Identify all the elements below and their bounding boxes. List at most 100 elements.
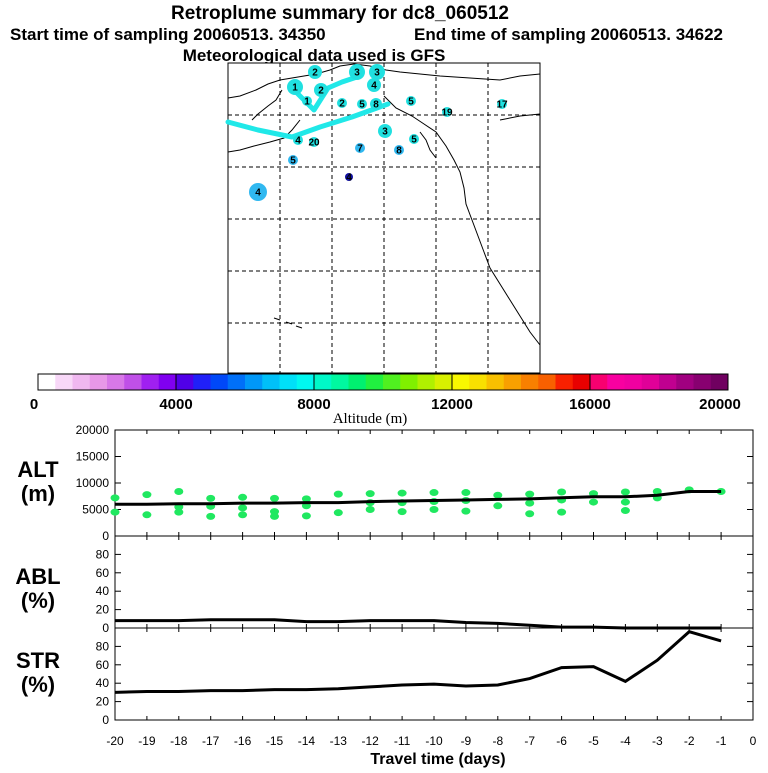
alt-point [620, 488, 630, 496]
alt-point [110, 508, 120, 516]
x-tick-label: -20 [106, 734, 124, 748]
map-marker-label: 4 [371, 81, 377, 92]
y-tick-label: 20 [96, 603, 110, 617]
y-tick-label: 80 [96, 639, 110, 653]
x-tick-label: 0 [750, 734, 757, 748]
colorbar-cell [572, 374, 591, 390]
alt-point [397, 489, 407, 497]
colorbar-cell [607, 374, 625, 390]
x-tick-label: -14 [298, 734, 316, 748]
colorbar-cell [469, 374, 487, 390]
x-tick-label: -13 [330, 734, 348, 748]
y-tick-label: 0 [102, 713, 109, 727]
alt-point [110, 494, 120, 502]
colorbar-cell [417, 374, 436, 390]
map-marker [302, 96, 312, 106]
map-marker [337, 98, 347, 108]
alt-point [525, 490, 535, 498]
colorbar-cell [555, 374, 574, 390]
x-tick-label: -2 [684, 734, 695, 748]
map-marker-label: 5 [408, 97, 414, 108]
x-tick-label: -15 [266, 734, 284, 748]
colorbar-cell [245, 374, 263, 390]
alt-point [142, 491, 152, 499]
colorbar-cell [710, 374, 729, 390]
colorbar-cell [107, 374, 125, 390]
alt-point [557, 488, 567, 496]
alt-point [142, 511, 152, 519]
x-tick-label: -11 [394, 734, 411, 748]
alt-point [525, 499, 535, 507]
map-marker [394, 145, 404, 155]
plume-trajectory [225, 73, 391, 140]
colorbar-cell [659, 374, 677, 390]
map-gridlines [228, 63, 540, 373]
colorbar-cell [72, 374, 91, 390]
colorbar-frame [37, 373, 729, 391]
map-marker [367, 78, 381, 92]
x-tick-label: -19 [138, 734, 156, 748]
map-marker [288, 155, 298, 165]
map-marker-label: 3 [382, 127, 388, 138]
map-marker [369, 64, 385, 80]
met-data-label: Meteorological data used is GFS [183, 46, 446, 65]
map-marker [406, 96, 416, 106]
y-tick-label: 10000 [76, 476, 110, 490]
map-marker [349, 64, 365, 80]
colorbar-tick-4: 16000 [569, 396, 611, 413]
map-marker-label: 2 [339, 99, 345, 110]
map-marker [355, 143, 365, 153]
colorbar-cell [89, 374, 108, 390]
x-tick-label: -8 [492, 734, 503, 748]
map-marker-label: 1 [292, 83, 298, 94]
colorbar-tick-0: 0 [30, 396, 38, 413]
map-marker [357, 99, 367, 109]
map-marker [293, 135, 303, 145]
colorbar-cell [365, 374, 384, 390]
alt-point [461, 489, 471, 497]
alt-point [238, 493, 248, 501]
y-tick-label: 40 [96, 676, 110, 690]
chart-title: Retroplume summary for dc8_060512 [171, 3, 509, 24]
alt-point [270, 494, 279, 502]
panels-frame [114, 429, 754, 721]
x-tick-label: -9 [461, 734, 472, 748]
alt-point [206, 494, 216, 502]
colorbar-tick-1: 4000 [159, 396, 192, 413]
colorbar-cell [55, 374, 73, 390]
colorbar-cell [521, 374, 539, 390]
x-tick-label: -16 [234, 734, 252, 748]
alt-point [365, 506, 375, 513]
map-marker [497, 99, 507, 109]
colorbar-cell [452, 374, 470, 390]
alt-point [525, 510, 535, 518]
map-marker-label: 5 [411, 135, 417, 146]
y-tick-label: 80 [96, 547, 110, 561]
x-tick-label: -5 [588, 734, 599, 748]
alt-point [206, 512, 216, 520]
map-marker-label: 17 [496, 100, 508, 111]
alt-panel-label-2: (m) [21, 481, 55, 506]
colorbar-cell [124, 374, 142, 390]
colorbar-cell [503, 374, 522, 390]
map-marker [287, 79, 303, 95]
map-marker-label: 1 [304, 97, 310, 108]
alt-point [493, 502, 503, 510]
str-panel-label-1: STR [16, 648, 60, 673]
colorbar-cells [38, 374, 729, 390]
map-marker [378, 124, 392, 138]
map-marker [314, 83, 328, 97]
colorbar-cell [141, 374, 160, 390]
alt-point [333, 509, 343, 517]
colorbar-tick-3: 12000 [431, 396, 473, 413]
colorbar-cell [176, 374, 194, 390]
map-marker-label: 4 [295, 136, 301, 147]
colorbar-cell [158, 374, 177, 390]
altitude-colorbar: 0 4000 8000 12000 16000 20000 Altitude (… [30, 373, 741, 427]
alt-point [174, 508, 184, 516]
x-tick-label: -6 [556, 734, 567, 748]
map-marker-label: 8 [396, 146, 402, 157]
start-time-label: Start time of sampling 20060513. 34350 [10, 25, 326, 44]
